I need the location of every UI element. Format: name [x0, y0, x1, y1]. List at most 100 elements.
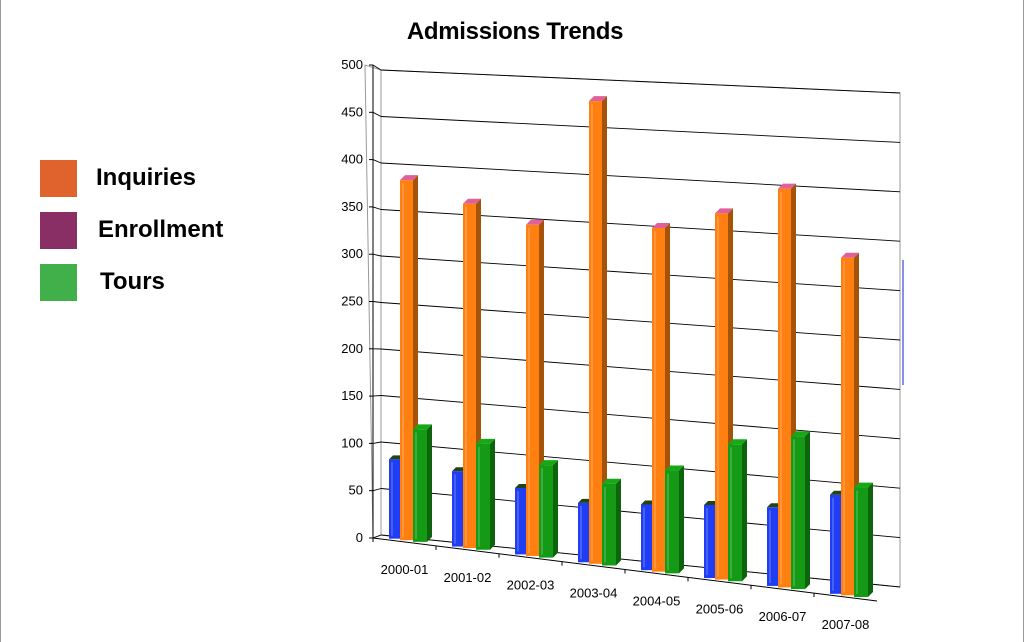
grid-line-side: [372, 534, 382, 539]
grid-line-side: [372, 441, 382, 444]
bar-tours: [602, 478, 621, 566]
grid-line-side: [372, 111, 382, 117]
bar-top: [854, 482, 873, 488]
bar-top: [778, 183, 796, 189]
bar-inquiries: [526, 219, 544, 556]
y-tick-label: 250: [341, 294, 363, 309]
bar-front: [652, 227, 665, 572]
chart-bars: [389, 96, 873, 597]
grid-line-side: [372, 64, 382, 71]
bar-tours: [791, 431, 810, 590]
bar-highlight: [415, 432, 417, 539]
bar-highlight: [667, 473, 669, 571]
grid-line-side: [372, 206, 382, 210]
bar-front: [413, 429, 427, 542]
bar-side: [553, 460, 558, 558]
bar-side: [742, 439, 747, 582]
y-tick-label: 400: [341, 152, 363, 167]
y-tick-label: 300: [341, 246, 363, 261]
bar-highlight: [604, 486, 606, 563]
bar-highlight: [643, 507, 645, 568]
bar-front: [778, 188, 791, 588]
grid-line-back: [380, 116, 901, 143]
y-tick-label: 500: [341, 57, 363, 72]
bar-tours: [665, 465, 684, 574]
x-tick-label: 2001-02: [444, 570, 492, 585]
x-tick-label: 2000-01: [381, 562, 429, 577]
legend-swatch-tours: [40, 264, 77, 301]
bar-highlight: [717, 216, 719, 577]
bar-front: [589, 101, 602, 564]
bar-side: [868, 482, 873, 597]
bar-inquiries: [589, 96, 607, 564]
bar-front: [526, 224, 539, 556]
bar-tours: [413, 424, 432, 542]
grid-line-side: [372, 488, 382, 492]
bar-side: [490, 438, 495, 550]
bar-front: [515, 487, 526, 555]
bar-top: [728, 439, 747, 445]
y-tick-label: 0: [356, 530, 363, 545]
bar-front: [767, 507, 778, 586]
bar-front: [665, 470, 679, 574]
bar-front: [841, 257, 854, 596]
bar-front: [602, 483, 616, 566]
x-tick-label: 2006-07: [759, 609, 807, 624]
y-tick-label: 450: [341, 104, 363, 119]
bar-front: [728, 444, 742, 582]
bar-top: [602, 478, 621, 484]
bar-highlight: [580, 505, 582, 560]
bar-tours: [728, 439, 747, 582]
bar-top: [841, 252, 859, 258]
bar-top: [526, 219, 544, 225]
y-tick-label: 50: [349, 483, 363, 498]
legend-swatch-enrollment: [40, 212, 77, 249]
bar-highlight: [654, 230, 656, 569]
grid-line-back: [380, 69, 901, 94]
grid-line-side: [372, 301, 382, 303]
bar-top: [463, 198, 481, 204]
bar-top: [652, 222, 670, 228]
bar-inquiries: [463, 198, 481, 549]
bar-side: [427, 424, 432, 542]
bar-side: [602, 96, 607, 564]
bar-highlight: [843, 260, 845, 593]
bar-front: [715, 213, 728, 580]
bar-highlight: [478, 446, 480, 547]
bar-highlight: [793, 439, 795, 587]
legend-label-tours: Tours: [100, 268, 165, 295]
bar-top: [400, 175, 418, 181]
y-tick-label: 200: [341, 341, 363, 356]
bar-highlight: [730, 447, 732, 579]
x-tick-label: 2003-04: [570, 586, 618, 601]
bar-top: [715, 208, 733, 214]
bar-side: [616, 478, 621, 566]
bar-tours: [476, 438, 495, 550]
bar-highlight: [706, 507, 708, 576]
bar-front: [830, 494, 841, 594]
grid-line-side: [372, 395, 382, 397]
y-tick-labels: 0 50 100 150 200 250 300 350 400 450 500: [341, 57, 373, 545]
bar-top: [413, 424, 432, 430]
bar-front: [452, 471, 463, 547]
x-tick-label: 2004-05: [633, 593, 681, 608]
bar-highlight: [402, 183, 404, 538]
x-tick-labels: 2000-01 2001-02 2002-03 2003-04 2004-05 2005-…: [372, 538, 869, 632]
chart-title: Admissions Trends: [406, 18, 624, 45]
x-tick-label: 2005-06: [696, 601, 744, 616]
chart-walls: [364, 64, 901, 588]
x-tick-label: 2002-03: [507, 578, 555, 593]
bar-top: [791, 431, 810, 437]
legend-swatch-inquiries: [40, 160, 77, 197]
bar-top: [665, 465, 684, 471]
bar-side: [805, 431, 810, 590]
grid-line-back: [380, 162, 901, 193]
bar-side: [679, 465, 684, 574]
bar-front: [400, 180, 413, 541]
bar-front: [476, 443, 490, 550]
bar-tours: [854, 482, 873, 597]
bar-highlight: [856, 490, 858, 594]
bar-top: [539, 460, 558, 466]
grid-line-side: [372, 159, 382, 164]
